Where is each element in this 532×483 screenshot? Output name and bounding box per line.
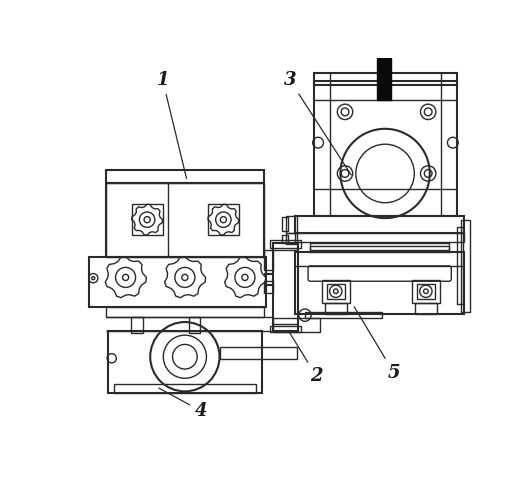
Text: 2: 2 [289, 331, 323, 385]
Bar [310, 246, 449, 252]
Bar [220, 347, 296, 359]
Text: 1: 1 [156, 71, 187, 178]
Bar [415, 303, 437, 313]
Bar [106, 307, 264, 317]
Bar [89, 256, 265, 307]
Bar [106, 170, 264, 184]
Bar [286, 233, 296, 244]
Bar [282, 235, 288, 243]
Text: 4: 4 [159, 388, 207, 420]
Bar [273, 243, 298, 331]
Bar [295, 216, 464, 233]
Bar [314, 73, 456, 85]
Bar [270, 241, 301, 248]
Bar [314, 81, 456, 216]
Bar [282, 217, 288, 231]
Text: 3: 3 [284, 71, 351, 175]
Bar [208, 204, 239, 235]
Bar [132, 204, 163, 235]
Bar [108, 331, 262, 393]
Bar [295, 252, 464, 313]
Bar [114, 384, 256, 393]
Bar [322, 280, 350, 303]
Bar [377, 58, 391, 100]
Bar [417, 284, 435, 299]
Bar [305, 312, 382, 318]
Bar [270, 326, 301, 332]
Text: 5: 5 [354, 307, 400, 382]
Bar [456, 227, 463, 304]
Bar [264, 281, 273, 293]
Bar [286, 216, 296, 233]
Bar [189, 317, 200, 333]
Bar [461, 220, 470, 312]
Bar [273, 318, 320, 332]
Bar [131, 317, 143, 333]
Bar [295, 233, 464, 242]
Bar [264, 251, 273, 270]
Bar [310, 243, 449, 251]
Bar [327, 284, 345, 299]
Bar [325, 303, 346, 313]
Bar [106, 184, 264, 256]
Bar [412, 280, 440, 303]
